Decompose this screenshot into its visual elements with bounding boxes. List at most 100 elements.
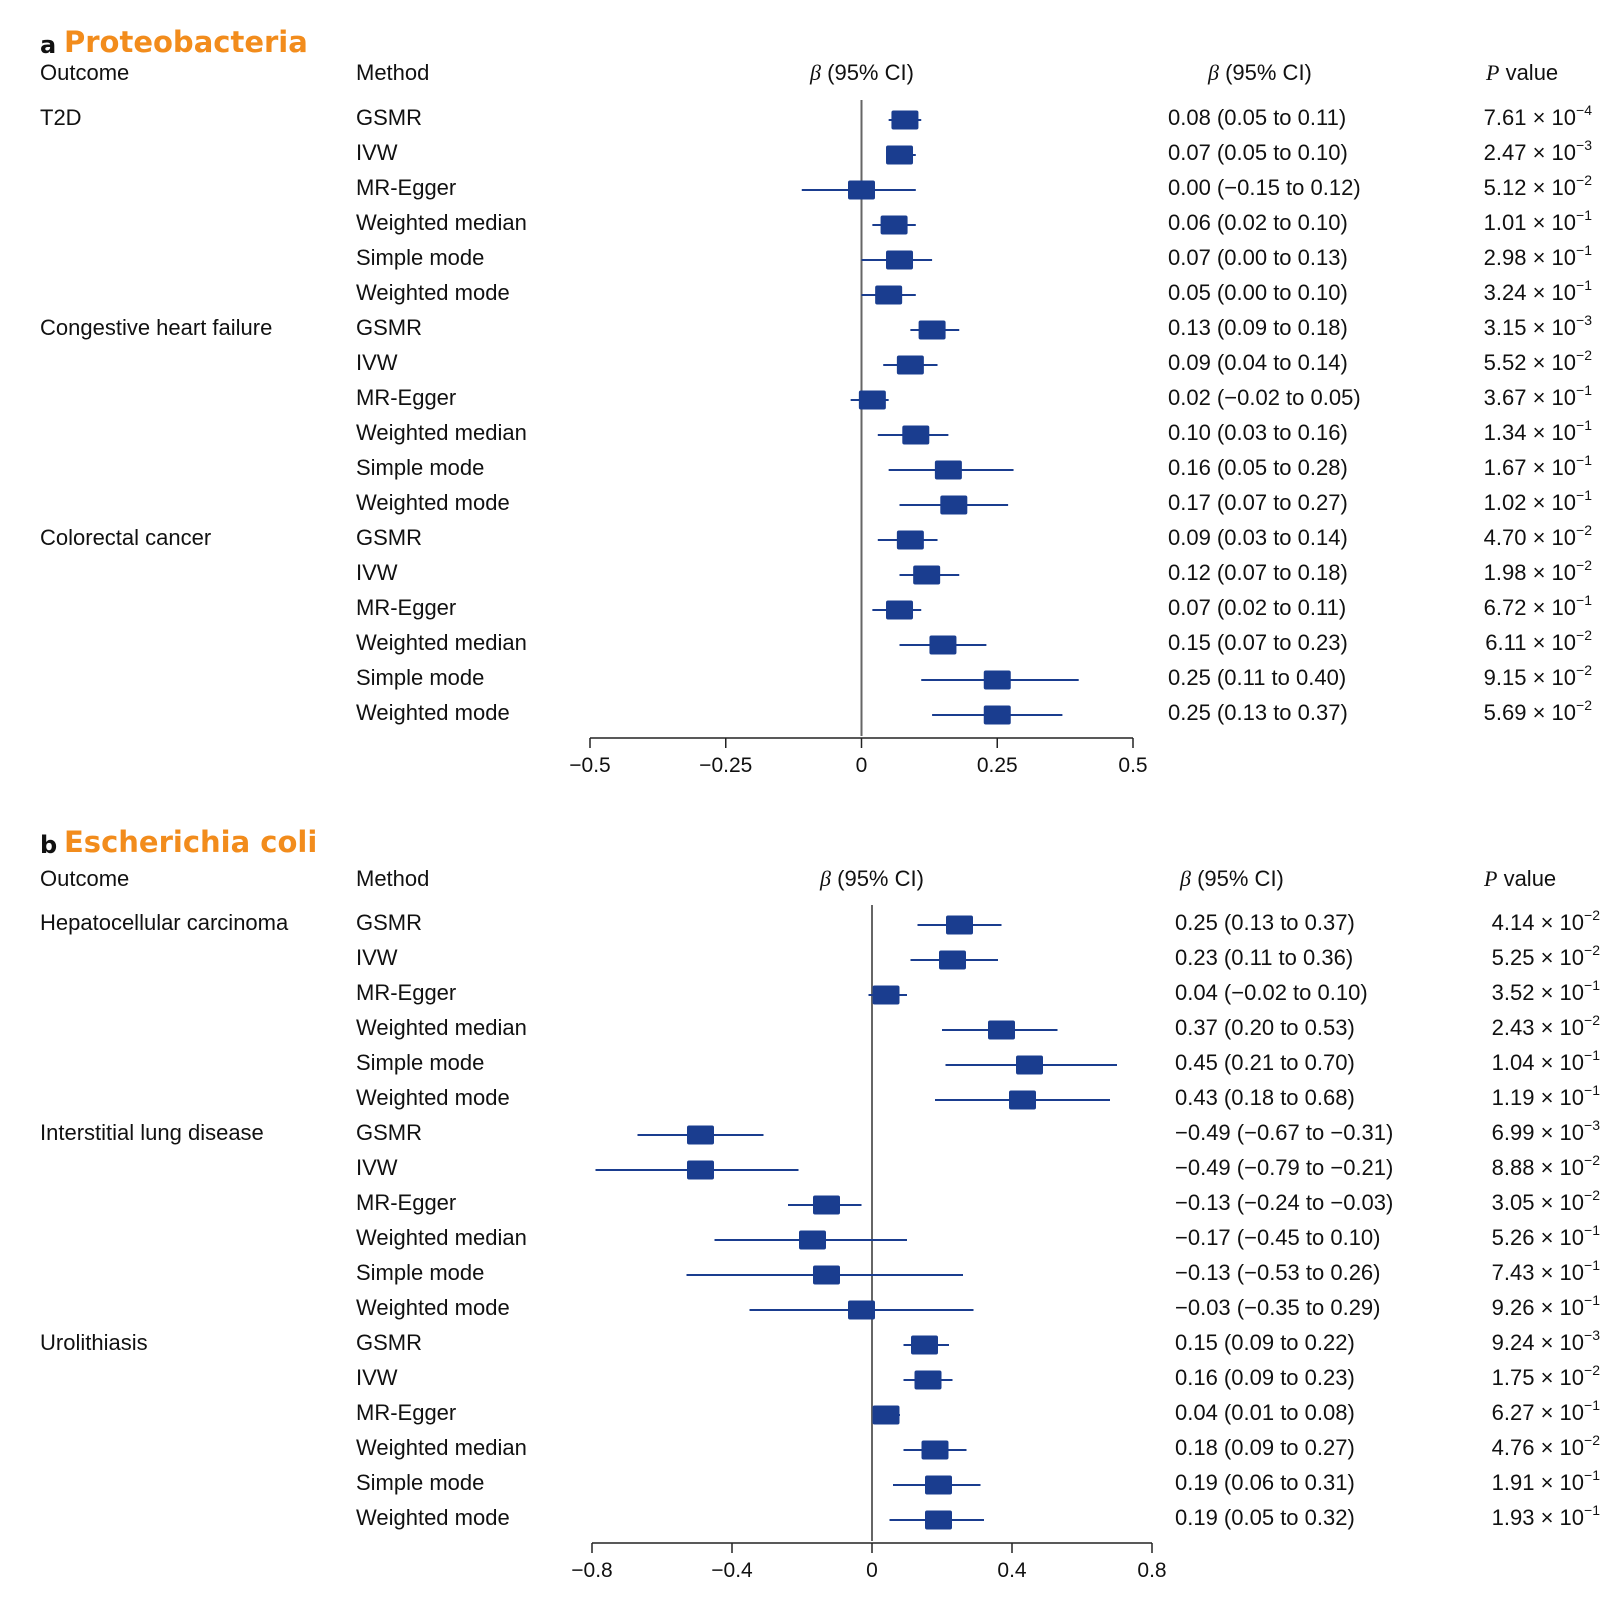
ci-text: 0.05 (0.00 to 0.10) (1168, 280, 1348, 305)
header-plot-beta: β (95% CI) (810, 60, 914, 85)
p-times-ten: × 10 (1534, 1435, 1585, 1460)
p-times-ten: × 10 (1526, 525, 1577, 550)
x-tick-label: 0.25 (976, 754, 1018, 777)
p-value: 9.15 × 10−2 (1484, 662, 1592, 692)
x-tick-label: −0.8 (571, 1559, 613, 1582)
p-value: 1.67 × 10−1 (1484, 453, 1592, 482)
ci-text: 0.45 (0.21 to 0.70) (1175, 1050, 1355, 1075)
ci-text: 0.10 (0.03 to 0.16) (1168, 420, 1348, 445)
estimate-marker (914, 1370, 942, 1390)
ci-text: 0.15 (0.07 to 0.23) (1168, 630, 1348, 655)
estimate-marker (921, 1440, 949, 1460)
ci-text: 0.25 (0.11 to 0.40) (1168, 665, 1347, 690)
p-exponent: −1 (1584, 1397, 1600, 1413)
method-label: GSMR (356, 1120, 422, 1145)
p-times-ten: × 10 (1526, 175, 1577, 200)
p-mantissa: 4.70 (1483, 525, 1527, 550)
p-exponent: −2 (1576, 697, 1592, 713)
estimate-marker (925, 1510, 952, 1530)
p-mantissa: 3.05 (1491, 1190, 1535, 1215)
estimate-marker (983, 670, 1011, 690)
p-exponent: −2 (1584, 1432, 1600, 1448)
p-mantissa: 8.88 (1491, 1155, 1535, 1180)
outcome-label: Hepatocellular carcinoma (40, 910, 289, 935)
ci-text: −0.13 (−0.24 to −0.03) (1175, 1190, 1394, 1215)
method-label: MR-Egger (356, 1400, 457, 1425)
ci-text: 0.02 (−0.02 to 0.05) (1168, 385, 1361, 410)
p-exponent: −1 (1576, 592, 1592, 608)
p-exponent: −4 (1576, 102, 1592, 118)
p-exponent: −1 (1584, 1292, 1600, 1308)
header-p-text: value (1499, 60, 1559, 85)
estimate-marker (940, 495, 968, 515)
p-exponent: −3 (1584, 1327, 1600, 1343)
header-plot-text: (95% CI) (831, 866, 924, 891)
p-times-ten: × 10 (1534, 1365, 1585, 1390)
p-mantissa: 5.69 (1483, 700, 1527, 725)
p-mantissa: 2.43 (1491, 1015, 1535, 1040)
p-value: 5.69 × 10−2 (1483, 697, 1592, 727)
ci-text: 0.04 (−0.02 to 0.10) (1175, 980, 1368, 1005)
x-tick-label: −0.4 (711, 1559, 753, 1582)
ci-text: −0.13 (−0.53 to 0.26) (1175, 1260, 1381, 1285)
method-label: Weighted mode (356, 1295, 510, 1320)
estimate-marker (813, 1195, 840, 1215)
p-mantissa: 6.27 (1491, 1400, 1535, 1425)
ci-text: 0.07 (0.02 to 0.11) (1168, 595, 1347, 620)
p-times-ten: × 10 (1526, 455, 1577, 480)
p-mantissa: 7.43 (1491, 1260, 1535, 1285)
method-label: Simple mode (356, 665, 485, 690)
p-value: 5.26 × 10−1 (1492, 1223, 1600, 1252)
estimate-marker (939, 950, 966, 970)
estimate-marker (886, 145, 914, 165)
p-value: 5.12 × 10−2 (1483, 173, 1592, 202)
p-times-ten: × 10 (1534, 1295, 1585, 1320)
method-label: MR-Egger (356, 175, 457, 200)
p-value: 3.05 × 10−2 (1491, 1188, 1600, 1217)
estimate-marker (983, 705, 1011, 725)
ci-text: 0.07 (0.05 to 0.10) (1168, 140, 1348, 165)
p-value: 8.88 × 10−2 (1491, 1153, 1600, 1182)
p-mantissa: 5.12 (1483, 175, 1527, 200)
estimate-marker (911, 1335, 938, 1355)
p-exponent: −2 (1576, 522, 1592, 538)
p-mantissa: 4.14 (1491, 910, 1535, 935)
panel-title: Escherichia coli (64, 825, 318, 859)
p-times-ten: × 10 (1534, 1190, 1585, 1215)
p-mantissa: 1.01 (1483, 210, 1527, 235)
p-value: 1.34 × 10−1 (1484, 418, 1592, 447)
estimate-marker (687, 1160, 714, 1180)
estimate-marker (946, 915, 973, 935)
ci-text: 0.25 (0.13 to 0.37) (1168, 700, 1348, 725)
estimate-marker (902, 425, 930, 445)
p-value: 3.67 × 10−1 (1484, 382, 1592, 412)
p-value: 5.52 × 10−2 (1484, 348, 1592, 377)
estimate-marker (913, 565, 941, 585)
header-ci-text: (95% CI) (1190, 866, 1284, 891)
p-value: 6.72 × 10−1 (1484, 592, 1592, 622)
estimate-marker (872, 1405, 900, 1425)
method-label: Weighted median (356, 420, 527, 445)
ci-text: 0.19 (0.06 to 0.31) (1175, 1470, 1355, 1495)
method-label: MR-Egger (356, 385, 457, 410)
ci-text: 0.19 (0.05 to 0.32) (1175, 1505, 1355, 1530)
ci-text: 0.23 (0.11 to 0.36) (1175, 945, 1354, 970)
p-value: 1.98 × 10−2 (1484, 558, 1592, 587)
p-times-ten: × 10 (1534, 1330, 1585, 1355)
estimate-marker (929, 635, 957, 655)
method-label: Simple mode (356, 1470, 485, 1495)
p-exponent: −1 (1576, 382, 1592, 398)
ci-text: 0.18 (0.09 to 0.27) (1175, 1435, 1355, 1460)
outcome-label: Congestive heart failure (40, 315, 273, 340)
header-method: Method (356, 60, 430, 85)
p-times-ten: × 10 (1534, 1155, 1585, 1180)
p-exponent: −2 (1576, 662, 1592, 678)
estimate-marker (896, 530, 924, 550)
ci-text: 0.43 (0.18 to 0.68) (1175, 1085, 1355, 1110)
p-value: 3.15 × 10−3 (1484, 313, 1592, 342)
x-tick-label: 0.8 (1137, 1559, 1167, 1582)
p-times-ten: × 10 (1526, 350, 1577, 375)
estimate-marker (918, 320, 946, 340)
method-label: Weighted median (356, 1435, 527, 1460)
